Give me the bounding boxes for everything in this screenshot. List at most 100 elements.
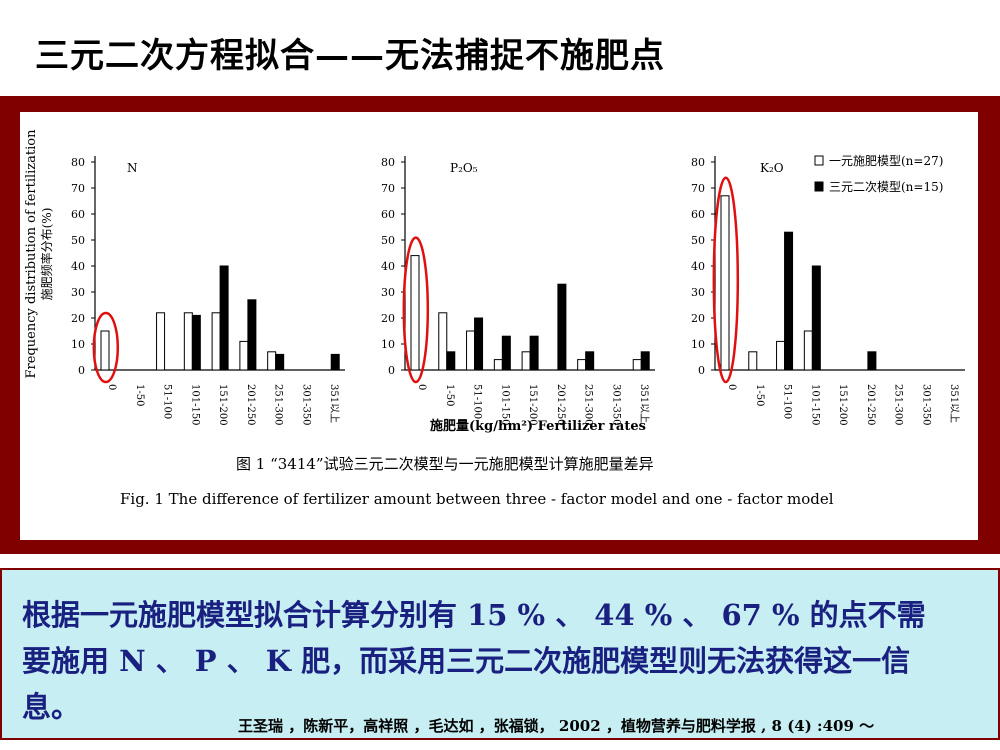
bar-three-factor bbox=[784, 231, 794, 371]
y-axis-label-en: Frequency distribution of fertilization bbox=[24, 129, 39, 379]
y-tick-label: 40 bbox=[71, 260, 85, 273]
bar-three-factor bbox=[474, 317, 484, 371]
bar-one-factor bbox=[211, 312, 221, 371]
y-axis-label-cn: 施肥频率分布(%) bbox=[39, 208, 54, 301]
x-tick-label: 201-250 bbox=[245, 384, 256, 426]
x-tick-label: 251-300 bbox=[273, 384, 284, 426]
bar-three-factor bbox=[219, 265, 229, 371]
bar-one-factor bbox=[803, 330, 813, 371]
chart-panel-2: 0 10 20 30 40 50 60 70 80 K₂O 0 1-50 51-100 101-150 15… bbox=[691, 154, 965, 426]
bar-one-factor bbox=[100, 330, 110, 371]
y-tick-label: 80 bbox=[381, 156, 395, 169]
x-tick-label: 51-100 bbox=[472, 384, 483, 419]
citation: 王圣瑞 ，陈新平，高祥照 ，毛达如 ，张福锁， 2002 ，植物营养与肥料学报 … bbox=[238, 717, 875, 735]
bar-one-factor bbox=[239, 340, 249, 371]
x-tick-label: 151-200 bbox=[837, 384, 848, 426]
x-tick-label: 1-50 bbox=[134, 384, 145, 406]
y-tick-label: 40 bbox=[691, 260, 705, 273]
legend-label: 一元施肥模型(n=27) bbox=[829, 154, 943, 168]
y-tick-label: 30 bbox=[691, 286, 705, 299]
bar-three-factor bbox=[330, 353, 340, 371]
y-tick-label: 20 bbox=[691, 312, 705, 325]
y-tick-label: 40 bbox=[381, 260, 395, 273]
x-tick-label: 1-50 bbox=[754, 384, 765, 406]
x-tick-label: 201-250 bbox=[865, 384, 876, 426]
y-tick-label: 10 bbox=[691, 338, 705, 351]
bar-one-factor bbox=[632, 359, 642, 371]
bar-one-factor bbox=[748, 351, 758, 371]
y-tick-label: 10 bbox=[381, 338, 395, 351]
figure-frame: 0 10 20 30 40 50 60 70 80 N 0 1-50 51-100 101-150 151-… bbox=[0, 96, 1000, 554]
x-tick-label: 0 bbox=[106, 384, 117, 390]
y-tick-label: 20 bbox=[381, 312, 395, 325]
bar-three-factor bbox=[191, 314, 201, 371]
bar-one-factor bbox=[493, 359, 503, 371]
bar-one-factor bbox=[156, 312, 166, 371]
y-tick-label: 50 bbox=[381, 234, 395, 247]
x-tick-label: 51-100 bbox=[782, 384, 793, 419]
x-tick-label: 201-250 bbox=[555, 384, 566, 426]
x-tick-label: 51-100 bbox=[162, 384, 173, 419]
bar-one-factor bbox=[267, 351, 277, 371]
x-tick-label: 101-150 bbox=[189, 384, 200, 426]
summary-box: 根据一元施肥模型拟合计算分别有 15 % 、 44 % 、 67 % 的点不需要… bbox=[0, 568, 1000, 740]
y-tick-label: 60 bbox=[381, 208, 395, 221]
highlight-ellipse bbox=[92, 311, 120, 384]
x-tick-label: 0 bbox=[726, 384, 737, 390]
x-tick-label: 0 bbox=[416, 384, 427, 390]
y-tick-label: 30 bbox=[381, 286, 395, 299]
bar-three-factor bbox=[247, 299, 257, 371]
y-tick-label: 10 bbox=[71, 338, 85, 351]
y-tick-label: 80 bbox=[71, 156, 85, 169]
x-tick-label: 351以上 bbox=[328, 384, 340, 423]
x-tick-label: 101-150 bbox=[809, 384, 820, 426]
legend-swatch bbox=[814, 181, 824, 192]
legend-label: 三元二次模型(n=15) bbox=[829, 180, 943, 194]
y-tick-label: 80 bbox=[691, 156, 705, 169]
slide-title: 三元二次方程拟合——无法捕捉不施肥点 bbox=[35, 36, 665, 76]
y-tick-label: 60 bbox=[71, 208, 85, 221]
y-tick-label: 50 bbox=[71, 234, 85, 247]
bar-three-factor bbox=[529, 335, 539, 371]
y-tick-label: 60 bbox=[691, 208, 705, 221]
summary-text: 根据一元施肥模型拟合计算分别有 15 % 、 44 % 、 67 % 的点不需要… bbox=[22, 598, 926, 724]
y-tick-label: 50 bbox=[691, 234, 705, 247]
fertilizer-frequency-chart: 0 10 20 30 40 50 60 70 80 N 0 1-50 51-100 101-150 151-… bbox=[24, 129, 965, 508]
bar-three-factor bbox=[585, 351, 595, 371]
y-tick-label: 20 bbox=[71, 312, 85, 325]
bar-three-factor bbox=[811, 265, 821, 371]
x-tick-label: 151-200 bbox=[217, 384, 228, 426]
bar-three-factor bbox=[867, 351, 877, 371]
y-tick-label: 70 bbox=[381, 182, 395, 195]
x-tick-label: 301-350 bbox=[610, 384, 621, 426]
y-tick-label: 0 bbox=[388, 364, 395, 377]
bar-three-factor bbox=[275, 353, 285, 371]
bar-one-factor bbox=[466, 330, 476, 371]
x-tick-label: 301-350 bbox=[920, 384, 931, 426]
x-tick-label: 301-350 bbox=[300, 384, 311, 426]
panel-title: K₂O bbox=[760, 161, 784, 175]
bar-one-factor bbox=[410, 255, 420, 371]
bar-one-factor bbox=[776, 340, 786, 371]
legend-swatch bbox=[814, 155, 824, 166]
highlight-ellipse bbox=[402, 236, 430, 384]
y-tick-label: 70 bbox=[71, 182, 85, 195]
figure-caption-en: Fig. 1 The difference of fertilizer amou… bbox=[120, 490, 834, 508]
bar-three-factor bbox=[446, 351, 456, 371]
x-tick-label: 351以上 bbox=[948, 384, 960, 423]
x-tick-label: 151-200 bbox=[527, 384, 538, 426]
bar-one-factor bbox=[720, 195, 730, 371]
x-tick-label: 351以上 bbox=[638, 384, 650, 423]
y-tick-label: 30 bbox=[71, 286, 85, 299]
bar-three-factor bbox=[501, 335, 511, 371]
bar-one-factor bbox=[438, 312, 448, 371]
bar-three-factor bbox=[557, 283, 567, 371]
y-tick-label: 70 bbox=[691, 182, 705, 195]
y-tick-label: 0 bbox=[78, 364, 85, 377]
panel-title: P₂O₅ bbox=[450, 161, 478, 175]
chart-panel-0: 0 10 20 30 40 50 60 70 80 N 0 1-50 51-100 101-150 151-… bbox=[71, 156, 345, 426]
x-axis-label: 施肥量(kg/hm²) Fertilizer rates bbox=[430, 418, 646, 434]
x-tick-label: 251-300 bbox=[893, 384, 904, 426]
bar-one-factor bbox=[577, 359, 587, 371]
highlight-ellipse bbox=[712, 176, 740, 384]
